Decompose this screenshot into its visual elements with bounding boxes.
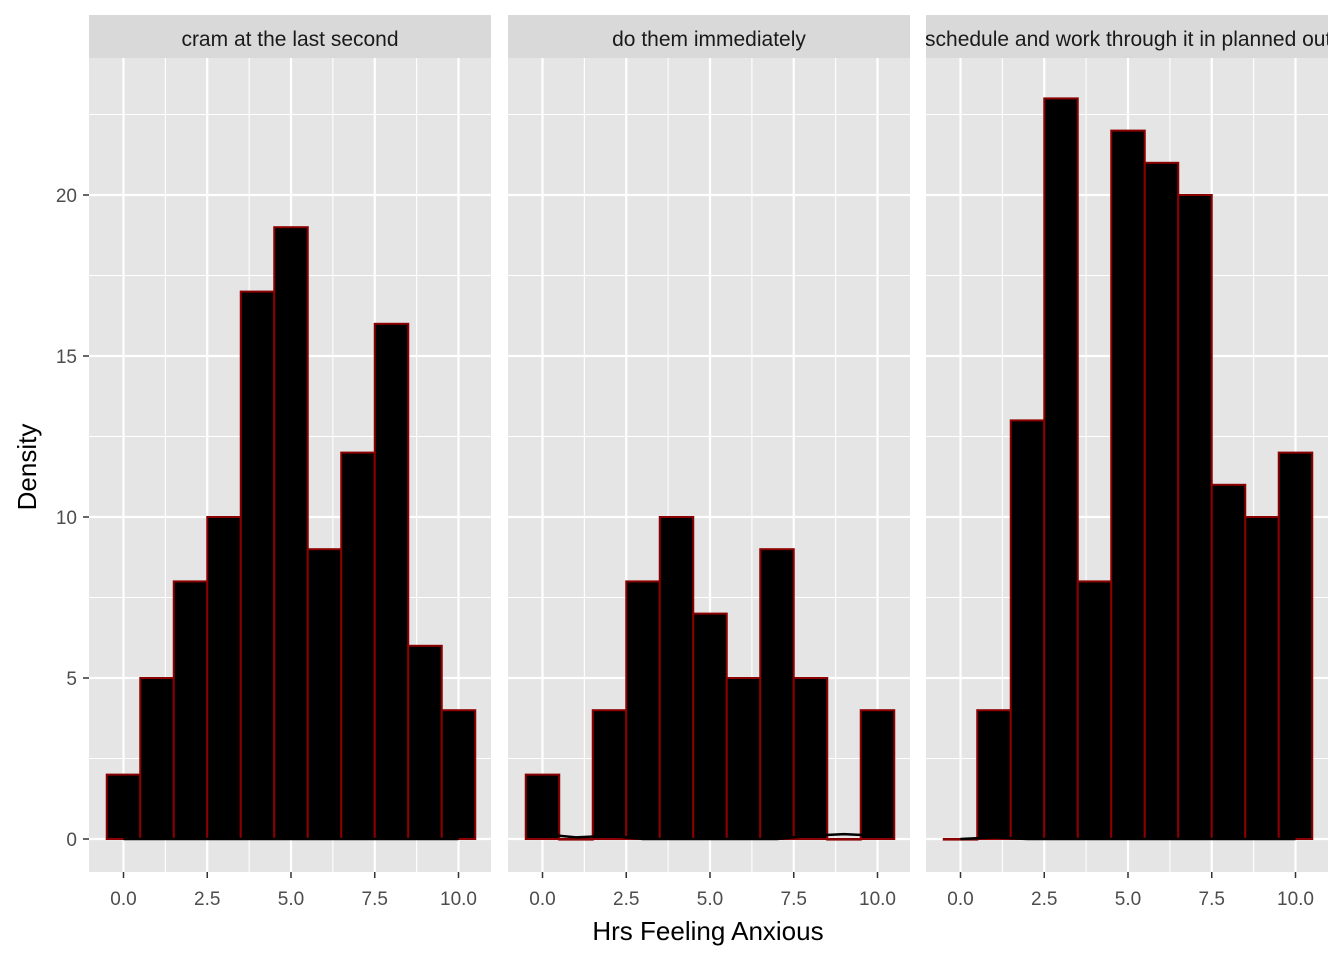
facet-strip [926, 15, 1328, 58]
density-line [542, 832, 878, 841]
x-tick-label: 10.0 [859, 889, 896, 910]
y-tick-label: 15 [56, 347, 77, 368]
histogram-bar [306, 548, 343, 840]
histogram-bar [239, 290, 276, 841]
density-line [960, 836, 1296, 841]
x-tick-label: 10.0 [1277, 889, 1314, 910]
y-tick-label: 10 [56, 508, 77, 529]
x-tick-label: 7.5 [1199, 889, 1225, 910]
x-tick-label: 7.5 [781, 889, 807, 910]
histogram-bar [859, 709, 896, 841]
facet-strip-label: do them immediately [612, 28, 806, 51]
y-tick-label: 5 [66, 669, 77, 690]
y-tick-label: 0 [66, 830, 77, 851]
facet-strip-label: make a schedule and work through it in p… [850, 28, 1344, 51]
x-tick-label: 7.5 [362, 889, 388, 910]
x-tick-label: 0.0 [529, 889, 555, 910]
histogram-bar [105, 773, 142, 840]
histogram-bar [658, 516, 695, 840]
histogram-bar [1143, 161, 1180, 841]
x-tick-label: 2.5 [1031, 889, 1057, 910]
x-tick-label: 0.0 [110, 889, 136, 910]
x-tick-label: 5.0 [1115, 889, 1141, 910]
histogram-bar [139, 677, 175, 840]
histogram-bar [625, 580, 661, 841]
histogram-bar [1110, 129, 1146, 841]
histogram-bar [826, 838, 862, 841]
y-axis-title: Density [12, 424, 42, 511]
histogram-bar [206, 516, 242, 840]
facet-strip [508, 15, 910, 58]
histogram-bar [759, 548, 795, 840]
histogram-bar [792, 677, 829, 840]
facet-panel-3: make a schedule and work through it in p… [850, 15, 1344, 910]
x-tick-label: 10.0 [440, 889, 477, 910]
x-tick-label: 5.0 [697, 889, 723, 910]
histogram-bar [1244, 516, 1280, 840]
histogram-bar [558, 838, 594, 841]
x-axis-title: Hrs Feeling Anxious [592, 916, 823, 946]
facet-strip-label: cram at the last second [181, 28, 398, 51]
histogram-bar [273, 226, 309, 840]
histogram-bar [524, 773, 561, 840]
histogram-bar [1277, 451, 1314, 840]
x-tick-label: 2.5 [194, 889, 220, 910]
histogram-bar [1076, 580, 1113, 841]
histogram-bar [407, 644, 443, 840]
histogram-bar [591, 709, 628, 841]
histogram-bar [1210, 483, 1247, 840]
x-tick-label: 0.0 [947, 889, 973, 910]
facet-panel-1: cram at the last second 0.0 2.5 5.0 7.5 10.0 [89, 15, 491, 910]
histogram-bar [1043, 97, 1079, 840]
y-tick-label: 20 [56, 186, 77, 207]
facet-strip [89, 15, 491, 58]
histogram-bar [1177, 194, 1213, 840]
x-tick-label: 5.0 [278, 889, 304, 910]
histogram-bar [692, 612, 728, 840]
histogram-bar [440, 709, 477, 841]
histogram-bar [976, 709, 1012, 841]
histogram-bar [340, 451, 376, 840]
x-tick-label: 2.5 [613, 889, 639, 910]
y-axis: 0 5 10 15 20 [56, 186, 89, 851]
histogram-bar [725, 677, 762, 840]
histogram-bar [373, 322, 410, 840]
histogram-bar [1009, 419, 1046, 840]
histogram-bar [172, 580, 209, 841]
facet-panel-2: do them immediately 0.0 2.5 5.0 7.5 10.0 [508, 15, 910, 910]
